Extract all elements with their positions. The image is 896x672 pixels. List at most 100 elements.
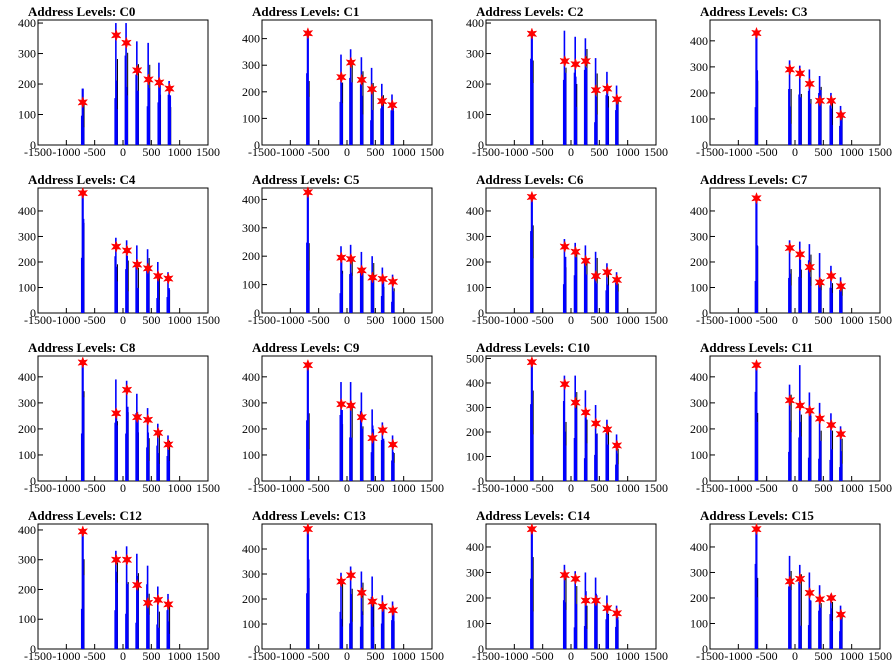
x-tick-label: -1000: [724, 313, 752, 327]
peak-marker: [121, 244, 133, 257]
y-tick-label: 400: [690, 34, 708, 48]
x-tick-label: 1000: [392, 481, 416, 495]
x-tick-label: 1000: [392, 313, 416, 327]
x-tick-label: 500: [142, 145, 160, 159]
y-tick-label: 400: [466, 16, 484, 30]
peak-marker: [825, 94, 837, 107]
x-tick-label: 500: [142, 481, 160, 495]
y-tick-label: 300: [690, 396, 708, 410]
peak-marker: [601, 265, 613, 279]
y-tick-label: 100: [690, 616, 708, 630]
plot-frame: [37, 523, 209, 650]
x-tick-label: -500: [756, 649, 778, 663]
x-tick-label: 500: [590, 649, 608, 663]
y-tick-label: 0: [702, 474, 708, 488]
x-tick-label: -1500: [248, 145, 276, 159]
peak-marker: [110, 407, 122, 420]
y-tick-label: 100: [242, 617, 260, 631]
x-tick-label: -500: [532, 649, 554, 663]
chart-svg: Address Levels: C8 0 100 200 300 400 -1500 -100…: [18, 340, 220, 495]
x-tick-label: 0: [120, 649, 126, 663]
plot-frame: [261, 187, 433, 314]
peak-marker: [77, 186, 89, 200]
chart-title: Address Levels: C9: [252, 340, 360, 355]
peak-marker: [526, 190, 538, 204]
peak-marker: [825, 418, 837, 432]
x-tick-label: -1000: [52, 313, 80, 327]
chart-title: Address Levels: C12: [28, 508, 142, 523]
x-tick-label: 1500: [196, 313, 220, 327]
chart-title: Address Levels: C10: [476, 340, 590, 355]
x-tick-label: -1000: [52, 481, 80, 495]
chart-svg: Address Levels: C1 0 100 200 300 400 -1500 -100…: [242, 4, 444, 159]
y-tick-label: 200: [242, 592, 260, 606]
peak-marker: [784, 575, 796, 588]
peak-marker: [814, 593, 826, 606]
x-tick-label: 1500: [868, 145, 892, 159]
chart-title: Address Levels: C1: [252, 4, 359, 19]
peak-marker: [825, 591, 837, 605]
y-tick-label: 200: [242, 249, 260, 263]
y-tick-label: 0: [478, 306, 484, 320]
x-tick-label: 1000: [840, 313, 864, 327]
peak-marker: [345, 252, 357, 266]
x-tick-label: 1000: [840, 649, 864, 663]
y-tick-label: 100: [18, 612, 36, 626]
peak-marker: [110, 240, 122, 253]
peak-marker: [794, 399, 806, 412]
y-tick-label: 200: [18, 582, 36, 596]
x-tick-label: 1500: [644, 145, 668, 159]
x-tick-label: -500: [756, 145, 778, 159]
peak-marker: [804, 586, 816, 600]
x-tick-label: 1500: [420, 649, 444, 663]
x-tick-label: -1500: [472, 145, 500, 159]
x-tick-label: -500: [532, 481, 554, 495]
x-tick-label: 1000: [616, 649, 640, 663]
y-tick-label: 0: [254, 474, 260, 488]
x-tick-label: -1500: [696, 313, 724, 327]
x-tick-label: -500: [308, 145, 330, 159]
x-tick-label: -500: [84, 649, 106, 663]
x-tick-label: 0: [568, 145, 574, 159]
chart-panel-c4: Address Levels: C4 0 100 200 300 400 -1500 -100…: [0, 168, 224, 336]
peak-marker: [153, 76, 165, 89]
chart-title: Address Levels: C5: [252, 172, 360, 187]
chart-svg: Address Levels: C3 0 100 200 300 400 -1500 -100…: [690, 4, 892, 159]
peak-marker: [570, 572, 581, 586]
peak-marker: [559, 568, 571, 582]
x-tick-label: -1500: [248, 481, 276, 495]
y-tick-label: 100: [18, 108, 36, 122]
peak-marker: [302, 27, 314, 40]
chart-panel-c8: Address Levels: C8 0 100 200 300 400 -1500 -100…: [0, 336, 224, 504]
x-tick-label: 0: [792, 481, 798, 495]
peak-marker: [601, 423, 613, 436]
peak-marker: [526, 27, 538, 40]
y-tick-label: 400: [18, 16, 36, 30]
chart-svg: Address Levels: C5 0 100 200 300 400 -1500 -100…: [242, 172, 444, 327]
x-tick-label: 1500: [644, 313, 668, 327]
chart-title: Address Levels: C15: [700, 508, 814, 523]
chart-title: Address Levels: C7: [700, 172, 808, 187]
x-tick-label: 0: [344, 313, 350, 327]
chart-panel-c0: Address Levels: C0 0 100 200 300 400 -1500 -100…: [0, 0, 224, 168]
x-tick-label: -1500: [24, 313, 52, 327]
x-tick-label: 1500: [196, 481, 220, 495]
chart-title: Address Levels: C4: [28, 172, 136, 187]
peak-marker: [120, 36, 132, 50]
peak-marker: [580, 54, 592, 68]
y-tick-label: 200: [466, 77, 484, 91]
x-tick-label: 0: [568, 481, 574, 495]
y-tick-label: 300: [242, 58, 260, 72]
chart-panel-c6: Address Levels: C6 0 100 200 300 400 -1500 -100…: [448, 168, 672, 336]
y-tick-label: 200: [242, 422, 260, 436]
x-tick-label: 1500: [644, 649, 668, 663]
peak-marker: [611, 273, 623, 287]
plot-frame: [485, 19, 657, 146]
x-tick-label: 500: [590, 481, 608, 495]
x-tick-label: -1500: [24, 145, 52, 159]
peak-marker: [367, 271, 378, 284]
peak-marker: [142, 262, 154, 275]
x-tick-label: -1000: [276, 145, 304, 159]
peak-marker: [345, 569, 357, 582]
